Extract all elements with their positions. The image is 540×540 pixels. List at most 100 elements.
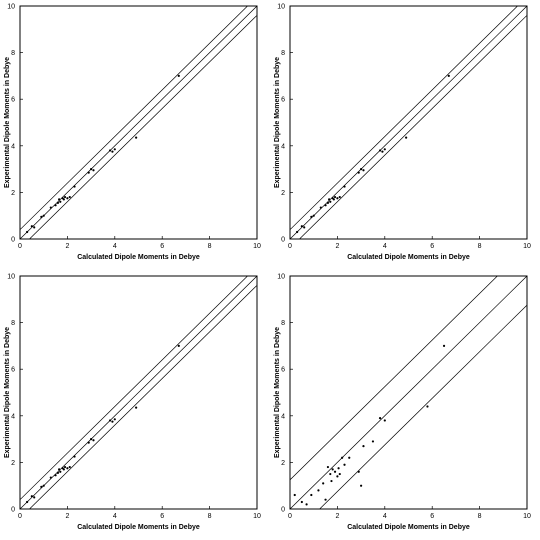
scatter-chart-bottom-left: 0 2 4 6 8 10 0 2 4 6 8 10 Calculated Dipole Moments … — [4, 274, 261, 532]
x-tick-label: 8 — [208, 513, 212, 520]
y-tick-label: 2 — [281, 190, 285, 197]
data-point — [317, 489, 320, 492]
y-tick-label: 10 — [277, 4, 285, 11]
data-point — [87, 441, 90, 444]
data-point — [56, 471, 60, 474]
data-point — [113, 418, 116, 421]
y-tick-label: 8 — [281, 320, 285, 327]
data-point — [303, 226, 306, 229]
x-tick-label: 6 — [430, 513, 434, 520]
data-point — [381, 150, 384, 153]
data-point — [338, 472, 341, 476]
x-tick-label: 2 — [335, 243, 339, 250]
chart-panel-top-right: 0 2 4 6 8 10 0 2 4 6 8 10 Calculated Dipole Moments … — [270, 0, 540, 270]
data-point — [40, 485, 43, 488]
data-point — [26, 230, 29, 234]
data-point — [371, 440, 375, 443]
data-point — [343, 463, 346, 466]
data-point — [357, 470, 360, 473]
y-tick-label: 4 — [281, 413, 285, 420]
data-point — [135, 406, 138, 409]
data-point — [177, 344, 180, 347]
data-point — [62, 468, 65, 471]
plot-frame — [289, 275, 528, 510]
y-tick-label: 10 — [7, 274, 15, 281]
data-point — [40, 215, 43, 218]
data-point — [42, 214, 45, 217]
x-tick-label: 4 — [383, 513, 387, 520]
scatter-chart-top-right: 0 2 4 6 8 10 0 2 4 6 8 10 Calculated Dipole Moments … — [274, 4, 531, 262]
lower-band-line — [28, 15, 257, 239]
lower-band-line — [319, 304, 527, 509]
y-tick-label: 0 — [281, 507, 285, 514]
data-point — [90, 168, 93, 171]
plot-area — [20, 276, 257, 509]
data-point — [135, 136, 138, 139]
plot-frame — [19, 5, 258, 240]
plot-area — [20, 6, 257, 239]
data-point — [49, 206, 52, 209]
y-tick-label: 2 — [281, 460, 285, 467]
data-point — [300, 500, 303, 504]
x-tick-label: 6 — [430, 243, 434, 250]
x-tick-label: 8 — [478, 513, 482, 520]
data-point — [330, 479, 333, 483]
x-tick-label: 0 — [288, 243, 292, 250]
fit-line — [20, 276, 257, 509]
data-point — [336, 475, 339, 478]
fit-line — [290, 6, 527, 239]
y-tick-label: 0 — [281, 237, 285, 244]
data-point — [63, 465, 67, 469]
plot-area — [290, 276, 527, 509]
y-axis-label: Experimental Dipole Moments in Debye — [274, 57, 281, 188]
upper-band-line — [20, 276, 249, 500]
chart-panel-bottom-left: 0 2 4 6 8 10 0 2 4 6 8 10 Calculated Dipole Moments … — [0, 270, 270, 540]
y-tick-label: 8 — [11, 50, 15, 57]
data-point — [383, 419, 386, 422]
data-point — [332, 198, 335, 201]
x-tick-label: 0 — [288, 513, 292, 520]
plot-area — [290, 6, 527, 239]
data-point — [58, 198, 61, 201]
x-tick-label: 4 — [113, 513, 117, 520]
data-point — [337, 467, 340, 470]
data-point — [108, 419, 112, 422]
data-point — [66, 197, 69, 200]
x-axis-label: Calculated Dipole Moments in Debye — [347, 254, 470, 261]
data-point — [33, 496, 36, 499]
data-point — [333, 470, 337, 473]
data-point — [87, 171, 90, 174]
upper-band-line — [290, 6, 519, 230]
data-point — [329, 472, 332, 476]
x-tick-label: 0 — [18, 513, 22, 520]
data-point — [92, 439, 95, 442]
data-point — [362, 444, 365, 448]
x-tick-label: 6 — [160, 513, 164, 520]
x-tick-label: 6 — [160, 243, 164, 250]
data-point — [90, 438, 93, 441]
data-point — [300, 225, 303, 228]
data-point — [68, 195, 71, 199]
data-point — [447, 74, 450, 77]
data-point — [405, 136, 408, 139]
data-point — [336, 197, 339, 200]
data-point — [357, 171, 360, 174]
data-point — [331, 468, 334, 471]
x-tick-label: 10 — [523, 243, 531, 250]
data-point — [442, 344, 446, 347]
data-point — [111, 420, 114, 423]
y-tick-label: 10 — [7, 4, 15, 11]
data-point — [26, 500, 29, 504]
y-tick-label: 6 — [11, 367, 15, 374]
data-point — [343, 185, 346, 188]
y-tick-label: 0 — [11, 507, 15, 514]
data-point — [59, 200, 62, 203]
data-point — [63, 195, 67, 199]
data-point — [49, 476, 52, 479]
data-point — [42, 484, 45, 487]
data-point — [362, 169, 365, 172]
data-point — [348, 456, 351, 459]
x-tick-label: 0 — [18, 243, 22, 250]
upper-band-line — [290, 276, 498, 481]
